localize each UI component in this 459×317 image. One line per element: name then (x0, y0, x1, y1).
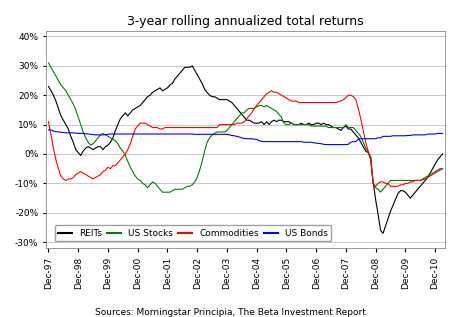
REITs (380, 231, 385, 235)
REITs (266, 123, 271, 126)
US Bonds (300, 140, 306, 144)
Legend: REITs, US Stocks, Commodities, US Bonds: REITs, US Stocks, Commodities, US Bonds (55, 225, 330, 241)
REITs (189, 64, 195, 68)
REITs (303, 123, 308, 126)
Line: Commodities: Commodities (48, 91, 442, 186)
US Stocks (157, 187, 162, 191)
Commodities (369, 181, 375, 185)
Commodities (157, 127, 162, 131)
US Stocks (421, 176, 427, 179)
US Bonds (439, 132, 444, 135)
Commodities (372, 184, 378, 188)
Line: US Bonds: US Bonds (48, 130, 442, 145)
US Stocks (439, 167, 444, 171)
US Stocks (266, 105, 271, 109)
Line: REITs: REITs (48, 66, 442, 233)
Commodities (45, 120, 51, 124)
Title: 3-year rolling annualized total returns: 3-year rolling annualized total returns (127, 15, 363, 28)
REITs (369, 180, 375, 184)
US Stocks (369, 181, 375, 185)
US Bonds (263, 140, 269, 144)
REITs (125, 114, 130, 118)
Commodities (303, 101, 308, 105)
US Stocks (125, 159, 130, 163)
Commodities (263, 92, 269, 96)
US Bonds (421, 133, 427, 137)
REITs (45, 85, 51, 88)
Line: US Stocks: US Stocks (48, 63, 442, 192)
Commodities (424, 176, 430, 179)
US Bonds (369, 137, 375, 141)
REITs (439, 152, 444, 156)
Commodities (268, 89, 274, 93)
US Bonds (157, 132, 162, 136)
Text: Sources: Morningstar Principia, The Beta Investment Report: Sources: Morningstar Principia, The Beta… (95, 308, 364, 317)
US Bonds (323, 143, 328, 146)
REITs (157, 86, 162, 90)
US Stocks (159, 190, 165, 194)
US Bonds (125, 132, 130, 136)
Commodities (439, 167, 444, 171)
US Bonds (45, 128, 51, 132)
US Stocks (45, 61, 51, 65)
US Stocks (303, 123, 308, 126)
Commodities (125, 148, 130, 152)
REITs (424, 176, 430, 179)
